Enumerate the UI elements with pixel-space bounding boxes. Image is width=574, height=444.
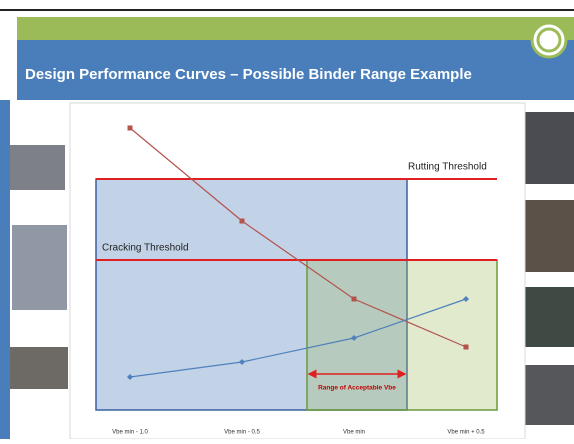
slide: Design Performance Curves – Possible Bin…: [0, 0, 574, 439]
x-tick-label: Vbe min + 0.5: [447, 430, 485, 436]
photo: [12, 225, 67, 310]
photo: [525, 200, 574, 272]
photo: [10, 347, 68, 389]
photo: [525, 287, 574, 347]
photo: [525, 365, 574, 425]
data-point: [128, 126, 133, 131]
x-tick-label: Vbe min - 0.5: [224, 430, 260, 436]
photo: [10, 145, 65, 190]
page: Design Performance Curves – Possible Bin…: [0, 0, 574, 444]
photo: [525, 112, 574, 184]
side-strip: [0, 100, 10, 439]
x-tick-label: Vbe min - 1.0: [112, 430, 148, 436]
slide-title: Design Performance Curves – Possible Bin…: [25, 66, 472, 83]
data-point: [464, 345, 469, 350]
green-band: [17, 17, 574, 40]
range-label: Range of Acceptable Vbe: [318, 385, 396, 392]
data-point: [240, 219, 245, 224]
data-point: [352, 297, 357, 302]
threshold-label: Cracking Threshold: [102, 243, 189, 254]
threshold-label: Rutting Threshold: [408, 162, 487, 173]
x-tick-label: Vbe min: [343, 430, 365, 436]
